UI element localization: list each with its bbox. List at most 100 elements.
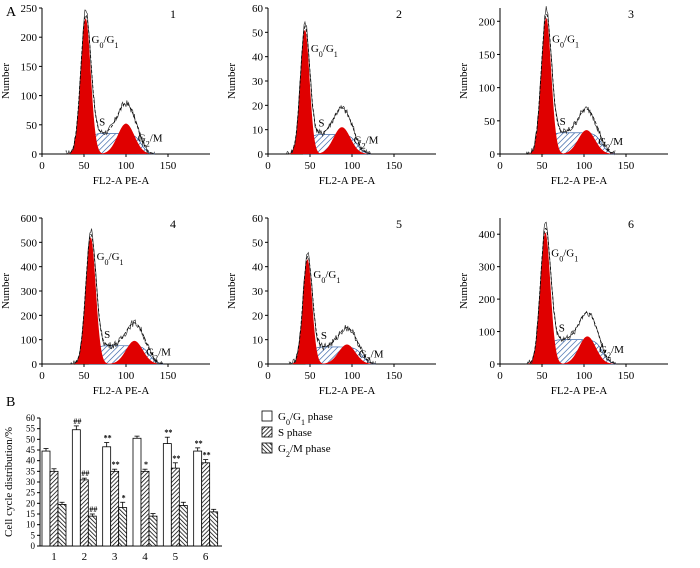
label-s: S	[318, 118, 324, 130]
y-tick-label: 10	[252, 125, 264, 137]
label-g0g1-part: G	[313, 269, 321, 281]
label-g2m-part: G	[598, 136, 606, 148]
y-axis-label: Number	[226, 273, 238, 309]
bar-category-label: 1	[51, 551, 57, 563]
label-g2m-part: /M	[158, 346, 171, 358]
y-tick-label: 60	[252, 213, 264, 225]
label-g0g1: G0/G1	[313, 269, 340, 285]
x-tick-label: 150	[386, 160, 403, 172]
bar-category-label: 4	[142, 551, 148, 563]
model-fit-curve	[286, 25, 371, 155]
x-tick-label: 150	[160, 370, 177, 382]
x-tick-label: 50	[79, 160, 91, 172]
y-tick-label: 300	[21, 286, 38, 298]
x-tick-label: 0	[265, 160, 271, 172]
y-tick-label: 0	[32, 359, 38, 371]
label-g0g1-part: /G	[564, 33, 575, 45]
model-fit-curve	[525, 228, 616, 365]
significance-mark: **	[172, 454, 180, 463]
g0g1-peak	[289, 259, 326, 364]
y-tick-label: 0	[32, 149, 38, 161]
y-tick-label: 200	[21, 310, 38, 322]
x-tick-label: 0	[497, 160, 503, 172]
g0g1-peak	[65, 18, 106, 155]
panel-number: 1	[170, 7, 176, 21]
legend-swatch	[261, 442, 273, 454]
legend-swatch	[261, 410, 273, 422]
y-tick-label: 10	[252, 335, 264, 347]
y-tick-label: 200	[479, 294, 496, 306]
legend-label-part: /G	[290, 411, 301, 423]
label-g2m-part: G	[599, 344, 607, 356]
y-tick-label: 0	[490, 149, 496, 161]
bar-2	[49, 470, 59, 547]
label-g0g1-part: 0	[100, 40, 104, 49]
label-g2m-part: /M	[611, 344, 624, 356]
bar-y-tick-label: 55	[26, 424, 36, 434]
label-g2m-part: 2	[607, 350, 611, 359]
g2m-peak	[105, 340, 164, 364]
x-tick-label: 100	[344, 370, 361, 382]
label-g0g1: G0/G1	[311, 43, 338, 59]
g0g1-peak	[286, 29, 324, 154]
bar-y-tick-label: 25	[26, 488, 36, 498]
legend-label-part: G	[278, 411, 286, 423]
y-tick-label: 60	[252, 3, 264, 15]
label-g0g1-part: 1	[336, 276, 340, 285]
bar-2	[140, 470, 150, 547]
bar-2	[79, 479, 89, 547]
bar-2	[110, 470, 120, 547]
label-g2m-part: /M	[366, 134, 379, 146]
label-g0g1-part: G	[311, 43, 319, 55]
x-tick-label: 0	[39, 160, 45, 172]
x-tick-label: 50	[305, 160, 317, 172]
label-g2m-part: /M	[150, 132, 163, 144]
panel-number: 2	[396, 7, 402, 21]
y-tick-label: 20	[252, 100, 264, 112]
significance-mark: **	[164, 428, 172, 437]
significance-mark: **	[112, 460, 120, 469]
label-g2m-part: G	[146, 346, 154, 358]
y-tick-label: 100	[21, 91, 38, 103]
panel-label-b: B	[6, 395, 15, 410]
label-g0g1-part: 0	[560, 40, 564, 49]
x-tick-label: 0	[39, 370, 45, 382]
bar-3	[118, 507, 128, 547]
y-tick-label: 150	[479, 49, 496, 61]
legend-label: G0/G1 phase	[278, 411, 333, 427]
label-g0g1-part: G	[552, 33, 560, 45]
y-tick-label: 500	[21, 237, 38, 249]
x-tick-label: 50	[537, 160, 549, 172]
label-g0g1-part: /G	[323, 43, 334, 55]
bar-3	[57, 503, 67, 547]
bar-y-tick-label: 40	[26, 456, 36, 466]
legend-label-part: G	[278, 443, 286, 455]
g2m-peak	[557, 130, 616, 154]
label-g0g1-part: /G	[104, 34, 115, 46]
label-s: S	[99, 117, 105, 129]
g0g1-peak	[70, 237, 111, 364]
model-fit-curve	[65, 14, 155, 155]
bar-category-label: 6	[203, 551, 209, 563]
x-tick-label: 100	[344, 160, 361, 172]
label-g0g1: G0/G1	[92, 34, 119, 50]
bar-category-label: 2	[82, 551, 88, 563]
x-tick-label: 150	[618, 370, 635, 382]
label-g0g1: G0/G1	[551, 247, 578, 263]
bar-3	[178, 505, 188, 547]
legend-label-part: S phase	[278, 427, 312, 439]
x-tick-label: 100	[118, 370, 135, 382]
label-g2m-part: 2	[367, 355, 371, 364]
legend-label-part: 0	[286, 418, 290, 427]
significance-mark: **	[195, 439, 203, 448]
label-g2m-part: 2	[146, 139, 150, 148]
y-tick-label: 30	[252, 286, 264, 298]
x-axis-label: FL2-A PE-A	[551, 175, 608, 187]
bar-2	[201, 462, 211, 547]
significance-mark: ##	[73, 417, 81, 426]
